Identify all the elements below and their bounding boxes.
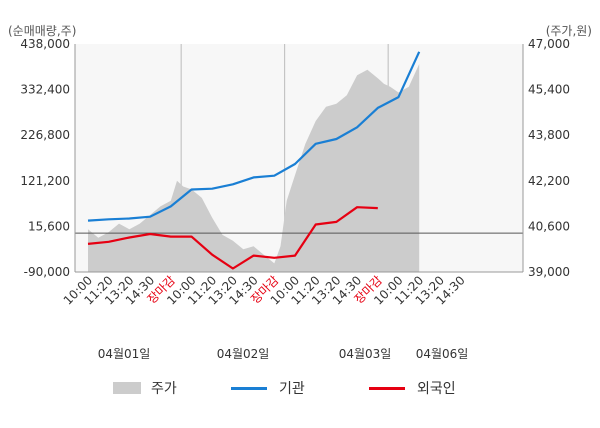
series-line-외국인 xyxy=(87,206,378,270)
chart-canvas: 438,000 332,400 226,800 121,200 15,600 -90,00… xyxy=(20,37,570,361)
legend: 주가 기관 외국인 xyxy=(0,376,600,400)
date-label: 04월02일 xyxy=(217,347,270,361)
legend-item-foreign: 외국인 xyxy=(369,376,456,400)
right-tick-label: 45,400 xyxy=(528,83,570,97)
right-tick-label: 47,000 xyxy=(528,37,570,51)
date-label: 04월01일 xyxy=(98,347,151,361)
legend-label-price: 주가 xyxy=(151,381,177,397)
legend-label-institution: 기관 xyxy=(279,381,305,397)
price-area xyxy=(88,64,420,272)
right-tick-label: 42,200 xyxy=(528,174,570,188)
legend-swatch-price xyxy=(113,382,141,394)
left-tick-label: 332,400 xyxy=(20,83,70,97)
legend-label-foreign: 외국인 xyxy=(417,381,456,397)
legend-swatch-foreign xyxy=(369,386,405,390)
left-axis-title: (순매매량,주) xyxy=(8,24,77,38)
legend-swatch-institution xyxy=(231,386,267,390)
left-tick-label: -90,000 xyxy=(24,265,70,279)
right-tick-label: 39,000 xyxy=(528,265,570,279)
left-tick-label: 438,000 xyxy=(20,37,70,51)
date-label: 04월06일 xyxy=(416,347,469,361)
right-tick-label: 43,800 xyxy=(528,128,570,142)
right-axis-title: (주가,원) xyxy=(545,24,592,38)
left-tick-label: 15,600 xyxy=(28,219,70,233)
legend-item-institution: 기관 xyxy=(231,376,305,400)
legend-item-price: 주가 xyxy=(113,376,177,400)
left-tick-label: 121,200 xyxy=(20,174,70,188)
left-tick-label: 226,800 xyxy=(20,128,70,142)
series-line-기관 xyxy=(87,51,421,222)
right-tick-label: 40,600 xyxy=(528,219,570,233)
date-label: 04월03일 xyxy=(339,347,392,361)
